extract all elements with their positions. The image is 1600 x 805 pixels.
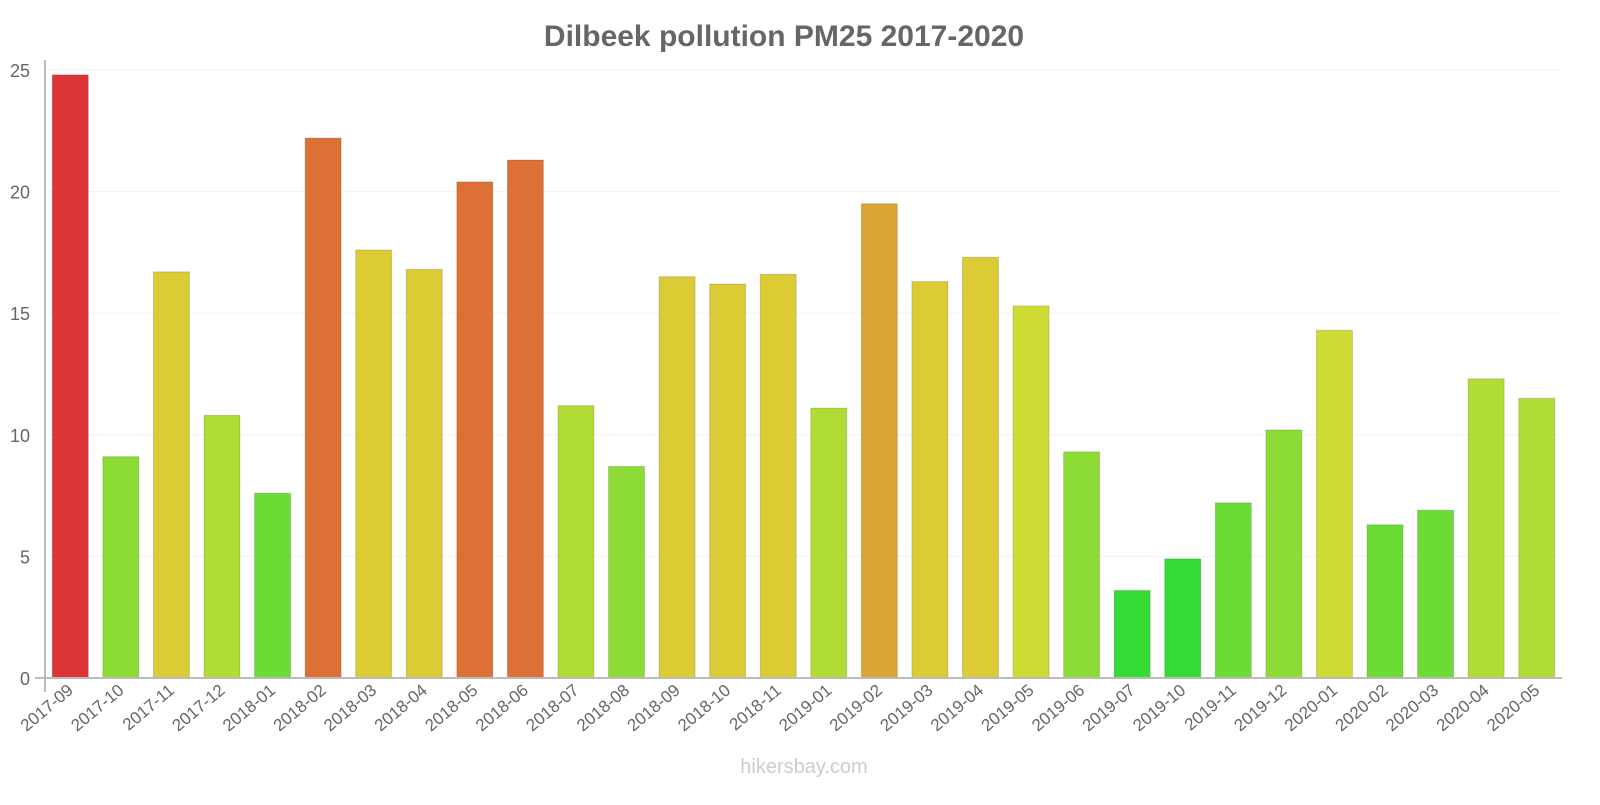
bar (557, 405, 595, 679)
bar (203, 414, 241, 679)
x-tick-label: 2018-04 (371, 681, 431, 736)
x-tick-label: 2019-10 (1129, 681, 1189, 736)
bar (456, 181, 494, 679)
bar (254, 492, 292, 679)
y-tick-label: 15 (10, 304, 30, 324)
bar (911, 281, 949, 679)
x-tick-label: 2018-09 (624, 681, 684, 736)
x-tick-label: 2018-11 (726, 681, 785, 735)
bar (658, 276, 696, 679)
bar (506, 159, 544, 679)
bar (1315, 329, 1353, 679)
bar (1214, 502, 1252, 679)
y-tick-label: 5 (20, 547, 30, 567)
bar (1417, 509, 1455, 679)
x-tick-label: 2020-05 (1483, 681, 1543, 736)
bar (709, 283, 747, 679)
bar (1063, 451, 1101, 679)
bar (51, 74, 89, 679)
bar (102, 456, 140, 679)
x-tick-label: 2018-07 (523, 681, 583, 736)
x-tick-label: 2018-06 (472, 681, 532, 736)
x-tick-label: 2020-03 (1382, 681, 1442, 736)
x-tick-label: 2017-12 (169, 681, 229, 736)
watermark: hikersbay.com (740, 756, 867, 778)
bar (860, 203, 898, 679)
x-tick-label: 2019-11 (1181, 681, 1240, 735)
bar (304, 137, 342, 679)
x-tick-label: 2020-02 (1332, 681, 1392, 736)
bar (405, 268, 443, 679)
bar (1467, 378, 1505, 679)
chart-title: Dilbeek pollution PM25 2017-2020 (544, 20, 1024, 53)
bar (1518, 397, 1556, 679)
x-tick-label: 2018-03 (320, 681, 380, 736)
bar (152, 271, 190, 679)
x-tick-label: 2018-10 (674, 681, 734, 736)
x-tick-label: 2018-08 (573, 681, 633, 736)
x-tick-label: 2018-02 (270, 681, 330, 736)
x-tick-label: 2019-03 (876, 681, 936, 736)
bar (1012, 305, 1050, 679)
bar (810, 407, 848, 679)
x-tick-label: 2019-04 (927, 681, 987, 736)
x-tick-label: 2018-01 (219, 681, 279, 736)
x-tick-label: 2019-07 (1079, 681, 1139, 736)
x-tick-label: 2020-04 (1433, 681, 1493, 736)
y-tick-label: 20 (10, 183, 30, 203)
x-tick-label: 2019-05 (978, 681, 1038, 736)
y-tick-label: 10 (10, 426, 30, 446)
y-tick-label: 0 (20, 669, 30, 689)
bar (355, 249, 393, 679)
x-tick-label: 2020-01 (1281, 681, 1341, 736)
x-tick-label: 2017-11 (119, 681, 178, 735)
x-tick-label: 2017-10 (67, 681, 127, 736)
x-tick-label: 2019-01 (775, 681, 835, 736)
x-tick-label: 2019-02 (826, 681, 886, 736)
bar (1113, 589, 1151, 679)
bar (608, 465, 646, 679)
bar (961, 256, 999, 679)
bar (759, 273, 797, 679)
x-tick-label: 2018-05 (421, 681, 481, 736)
x-tick-label: 2019-06 (1028, 681, 1088, 736)
bar (1265, 429, 1303, 679)
x-tick-label: 2019-12 (1230, 681, 1290, 736)
bar (1164, 558, 1202, 679)
bar (1366, 524, 1404, 679)
y-tick-label: 25 (10, 61, 30, 81)
